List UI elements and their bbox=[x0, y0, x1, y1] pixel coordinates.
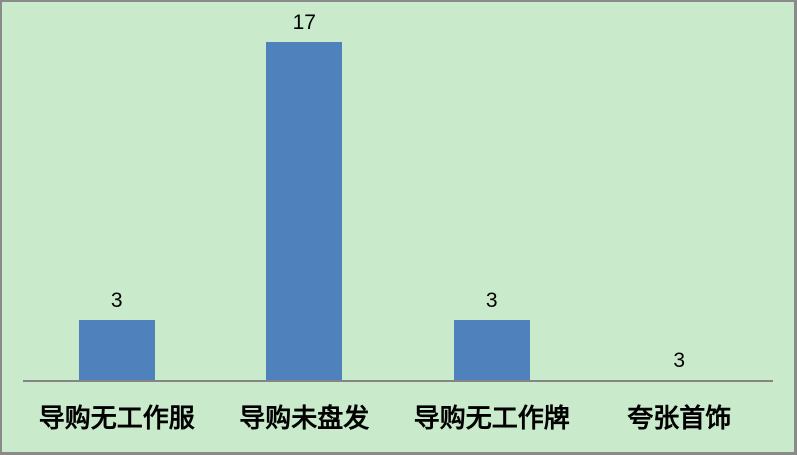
category-label: 夸张首饰 bbox=[627, 403, 732, 433]
bar-group-4: 3 bbox=[586, 2, 774, 380]
plot-area: 3 17 3 3 bbox=[23, 2, 773, 382]
bar bbox=[453, 320, 530, 380]
bar bbox=[266, 42, 343, 380]
category-label: 导购无工作服 bbox=[38, 403, 195, 433]
data-label: 3 bbox=[485, 289, 498, 312]
category-label: 导购未盘发 bbox=[239, 403, 370, 433]
bar-group-2: 17 bbox=[211, 2, 399, 380]
data-label: 3 bbox=[110, 289, 123, 312]
data-label: 17 bbox=[292, 11, 316, 34]
x-axis-labels: 导购无工作服 导购未盘发 导购无工作牌 夸张首饰 bbox=[23, 403, 773, 433]
bar-group-1: 3 bbox=[23, 2, 211, 380]
bar bbox=[78, 320, 155, 380]
data-label: 3 bbox=[673, 349, 686, 372]
category-label: 导购无工作牌 bbox=[413, 403, 570, 433]
bar-group-3: 3 bbox=[398, 2, 586, 380]
